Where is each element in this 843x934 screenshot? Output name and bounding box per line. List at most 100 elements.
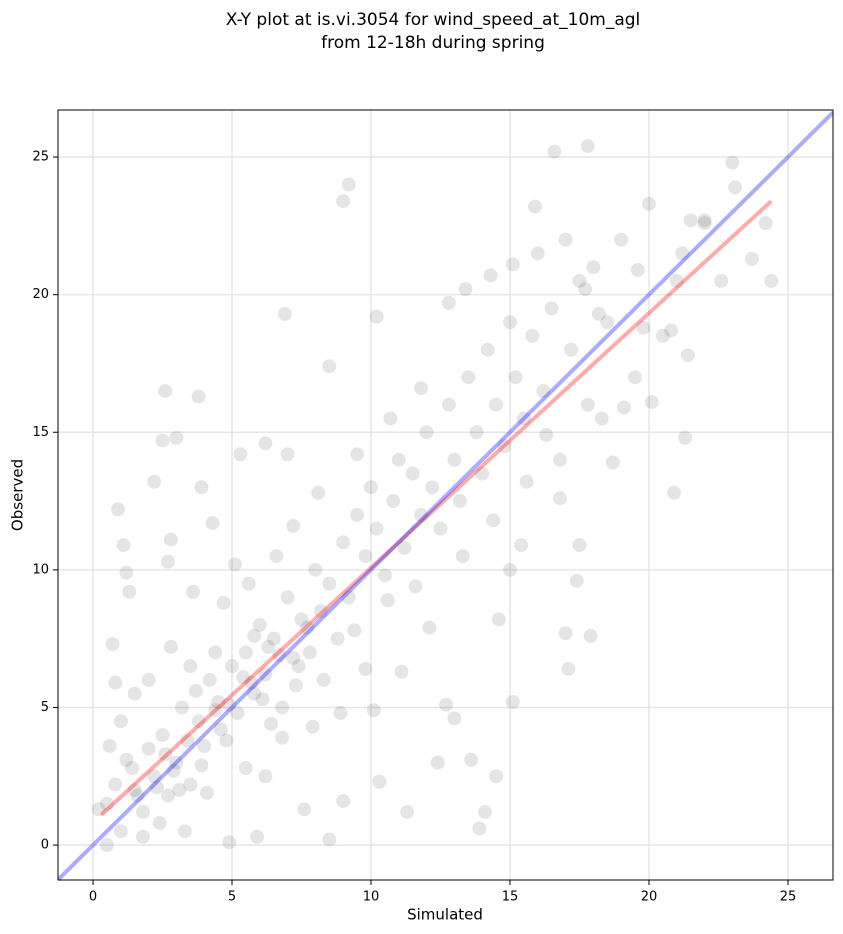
point <box>341 590 356 605</box>
point <box>322 832 337 847</box>
point <box>236 670 251 685</box>
point <box>258 667 273 682</box>
point <box>364 480 379 495</box>
point <box>238 645 253 660</box>
point <box>377 568 392 583</box>
point <box>433 521 448 536</box>
point <box>616 400 631 415</box>
point <box>553 491 568 506</box>
point <box>591 306 606 321</box>
point <box>216 595 231 610</box>
point <box>480 342 495 357</box>
point <box>350 447 365 462</box>
point <box>728 180 743 195</box>
point <box>158 383 173 398</box>
point <box>572 538 587 553</box>
point <box>558 626 573 641</box>
point <box>530 246 545 261</box>
point <box>108 675 123 690</box>
point <box>764 273 779 288</box>
point <box>188 683 203 698</box>
point <box>580 397 595 412</box>
point <box>149 780 164 795</box>
point <box>233 447 248 462</box>
point <box>439 697 454 712</box>
point <box>458 282 473 297</box>
point <box>136 805 151 820</box>
fit-lines <box>58 111 833 880</box>
point <box>464 752 479 767</box>
point <box>483 268 498 283</box>
point <box>311 485 326 500</box>
point <box>180 733 195 748</box>
point <box>161 554 176 569</box>
point <box>394 664 409 679</box>
point <box>519 474 534 489</box>
point <box>594 411 609 426</box>
point <box>280 447 295 462</box>
point <box>441 295 456 310</box>
x-axis-label: Simulated <box>407 906 483 924</box>
point <box>116 538 131 553</box>
points <box>91 139 779 853</box>
point <box>414 507 429 522</box>
point <box>163 532 178 547</box>
point <box>669 273 684 288</box>
y-tick-label: 10 <box>32 562 49 577</box>
y-tick-label: 15 <box>32 425 49 440</box>
point <box>305 719 320 734</box>
y-tick-label: 20 <box>32 287 49 302</box>
point <box>758 216 773 231</box>
point <box>358 549 373 564</box>
point <box>169 755 184 770</box>
point <box>714 273 729 288</box>
point <box>230 705 245 720</box>
point <box>219 733 234 748</box>
point <box>202 672 217 687</box>
point <box>725 155 740 170</box>
point <box>655 328 670 343</box>
y-tick-label: 0 <box>41 838 49 853</box>
point <box>600 315 615 330</box>
point <box>405 466 420 481</box>
point <box>572 273 587 288</box>
point <box>191 714 206 729</box>
point <box>697 216 712 231</box>
point <box>569 573 584 588</box>
point <box>255 692 270 707</box>
point <box>505 694 520 709</box>
point <box>127 783 142 798</box>
point <box>108 777 123 792</box>
chart-title: from 12-18h during spring <box>321 33 545 53</box>
point <box>341 177 356 192</box>
point <box>163 639 178 654</box>
point <box>336 194 351 209</box>
point <box>141 741 156 756</box>
point <box>147 474 162 489</box>
point <box>336 535 351 550</box>
point <box>238 760 253 775</box>
point <box>447 711 462 726</box>
point <box>91 802 106 817</box>
point <box>369 521 384 536</box>
point <box>275 700 290 715</box>
point <box>302 645 317 660</box>
point <box>177 824 192 839</box>
x-tick-label: 0 <box>89 890 97 905</box>
point <box>683 213 698 228</box>
point <box>502 315 517 330</box>
x-tick-label: 25 <box>780 890 797 905</box>
point <box>525 328 540 343</box>
fit-line <box>100 199 773 817</box>
point <box>336 794 351 809</box>
point <box>680 348 695 363</box>
point <box>172 783 187 798</box>
point <box>475 466 490 481</box>
point <box>586 260 601 275</box>
point <box>258 436 273 451</box>
point <box>536 383 551 398</box>
point <box>275 730 290 745</box>
point <box>489 769 504 784</box>
point <box>294 612 309 627</box>
point <box>333 705 348 720</box>
